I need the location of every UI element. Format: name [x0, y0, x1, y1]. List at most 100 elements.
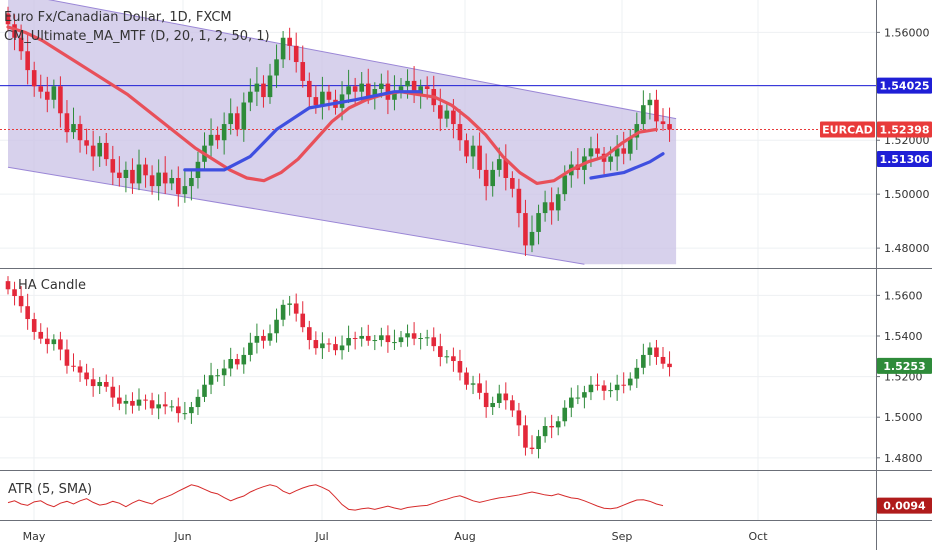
candle-body [5, 13, 11, 25]
ha-candle [189, 401, 194, 424]
candle-body [326, 91, 332, 100]
candle-body [627, 378, 633, 386]
price-badge-text: 1.54025 [879, 80, 929, 93]
price-candle [529, 215, 535, 253]
candle-body [156, 404, 161, 409]
price-candle [117, 156, 122, 187]
ha-candle [667, 351, 672, 377]
candle-body [654, 347, 659, 357]
ha-candle [110, 376, 116, 407]
price-candle [208, 118, 214, 159]
candle-body [274, 319, 279, 334]
price-axis[interactable]: 1.560001.540001.520001.500001.480001.560… [820, 26, 932, 514]
candle-body [372, 340, 378, 342]
candle-body [627, 137, 633, 154]
candle-body [12, 24, 17, 38]
price-badge-bg [877, 77, 932, 94]
price-candle [438, 88, 443, 132]
candle-body [228, 113, 233, 125]
price-candle [555, 187, 561, 221]
price-candle [103, 132, 109, 166]
ha-candle [123, 394, 129, 415]
candle-body [143, 399, 148, 401]
price-candle [634, 112, 640, 150]
price-candle [123, 161, 129, 193]
ha-candle [510, 395, 515, 417]
ha-candle [117, 385, 122, 411]
ha-candle [608, 382, 613, 398]
candle-body [608, 156, 613, 162]
price-candle [444, 102, 450, 128]
candle-body [215, 375, 220, 377]
price-badge: 1.51306 [877, 150, 932, 167]
candle-body [51, 86, 57, 100]
ha-candle [77, 360, 83, 382]
candle-body [392, 91, 397, 100]
ha-candle [149, 392, 155, 415]
candle-body [411, 333, 417, 339]
ha-candle [464, 367, 469, 390]
candle-body [398, 337, 404, 343]
candle-body [569, 397, 574, 408]
candle-body [438, 346, 443, 357]
candle-body [503, 393, 509, 401]
price-candle [411, 66, 417, 104]
price-candle [221, 112, 227, 155]
price-candle [293, 32, 299, 73]
candle-body [254, 83, 260, 92]
ha-candle [582, 385, 587, 409]
price-candle [621, 131, 626, 165]
candle-body [12, 289, 17, 297]
candle-body [84, 140, 89, 146]
candle-body [5, 281, 11, 290]
price-tick-label: 1.50000 [884, 188, 930, 201]
ha-candle [136, 388, 142, 411]
candle-body [352, 338, 358, 340]
price-candle [307, 72, 312, 110]
regression-channel [0, 0, 876, 265]
candle-body [189, 407, 194, 414]
ha-candle [339, 335, 345, 360]
ha-price-badge: 1.5253 [877, 357, 932, 374]
ha-candle [38, 323, 44, 344]
candle-body [84, 372, 89, 380]
candle-body [123, 400, 129, 404]
candle-body [346, 86, 351, 95]
ha-candle [634, 359, 640, 388]
candle-body [660, 356, 666, 364]
ha-candle [25, 293, 30, 330]
price-candle [248, 78, 253, 112]
price-candle [38, 74, 44, 99]
ha-tick-label: 1.4800 [884, 452, 923, 465]
candle-body [549, 426, 554, 428]
ha-candle [333, 336, 338, 356]
candle-body [58, 86, 63, 114]
ha-candle [287, 295, 292, 316]
candle-body [202, 384, 207, 397]
time-axis[interactable]: May Jun Jul Aug Sep Oct [23, 530, 769, 543]
price-candle [71, 107, 76, 139]
ha-candle [536, 429, 541, 459]
ha-candle [208, 362, 214, 395]
ha-candle [392, 329, 397, 350]
ha-candle [97, 376, 102, 394]
candle-body [280, 37, 286, 60]
candle-body [143, 164, 148, 176]
ha-candle [627, 372, 633, 391]
channel-fill [8, 0, 677, 265]
ha-candle [130, 392, 135, 414]
candle-body [77, 366, 83, 373]
ha-candle [379, 327, 384, 347]
ha-candle [588, 375, 594, 401]
ha-candle [221, 359, 227, 387]
candle-body [608, 390, 613, 392]
candle-body [31, 319, 37, 332]
candle-body [490, 169, 495, 187]
candle-body [182, 186, 188, 195]
price-candle [300, 45, 306, 88]
time-axis-label: Sep [612, 530, 633, 543]
candle-body [379, 83, 384, 89]
fast-ma-line [6, 25, 658, 185]
candle-body [365, 83, 371, 98]
